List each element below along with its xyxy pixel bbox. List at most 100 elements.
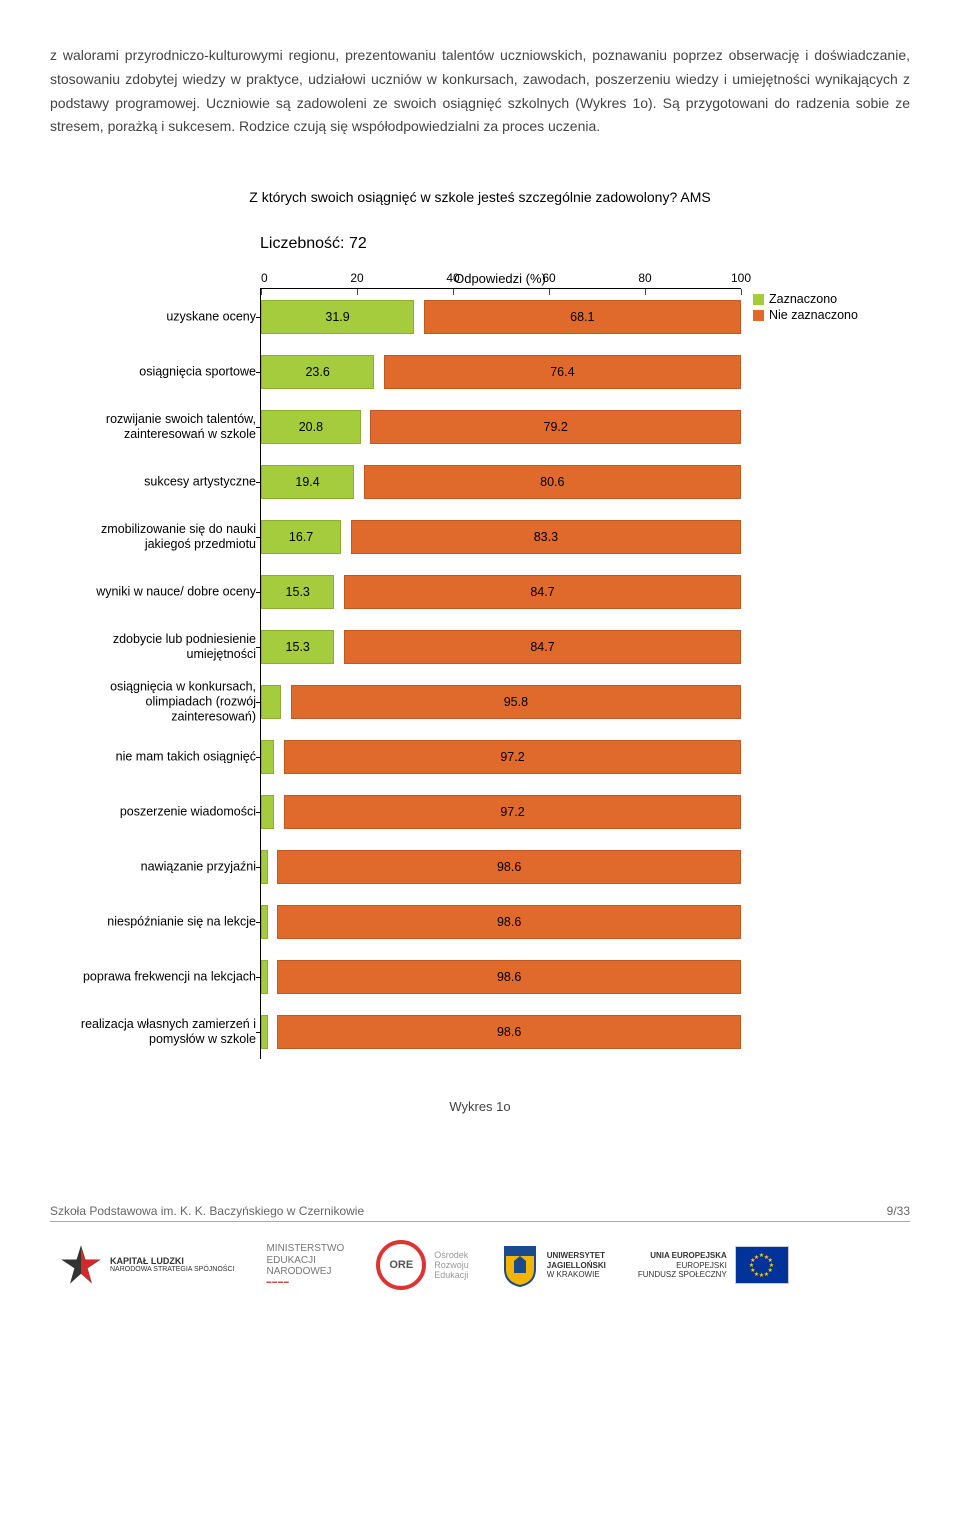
- chart-title: Z których swoich osiągnięć w szkole jest…: [70, 189, 890, 205]
- swatch-no: [753, 310, 764, 321]
- bar-no: 95.8: [291, 685, 741, 719]
- chart-row: osiągnięcia w konkursach, olimpiadach (r…: [261, 674, 741, 729]
- chart-count: Liczebność: 72: [260, 235, 890, 253]
- bar-no: 80.6: [364, 465, 741, 499]
- chart-row: niespóźnianie się na lekcje98.6: [261, 894, 741, 949]
- bar-value-no: 98.6: [497, 915, 521, 929]
- bar-value-no: 68.1: [570, 310, 594, 324]
- logo-kapital-ludzki: KAPITAŁ LUDZKI NARODOWA STRATEGIA SPÓJNO…: [60, 1244, 234, 1286]
- logo-uj: UNIWERSYTET JAGIELLOŃSKI W KRAKOWIE: [501, 1243, 606, 1287]
- bar-no: 97.2: [284, 795, 741, 829]
- men-line2: EDUKACJI: [266, 1255, 344, 1267]
- figure-caption: Wykres 1o: [70, 1099, 890, 1114]
- bar-value-no: 95.8: [504, 695, 528, 709]
- legend-label-yes: Zaznaczono: [769, 292, 837, 306]
- chart-row: zmobilizowanie się do nauki jakiegoś prz…: [261, 509, 741, 564]
- chart-row: wyniki w nauce/ dobre oceny15.384.7: [261, 564, 741, 619]
- footer-right: 9/33: [887, 1204, 910, 1218]
- x-tick-label: 40: [446, 271, 459, 285]
- bar-value-no: 84.7: [530, 640, 554, 654]
- category-label: zdobycie lub podniesienie umiejętności: [71, 632, 261, 662]
- category-label: osiągnięcia w konkursach, olimpiadach (r…: [71, 679, 261, 724]
- bar-value-no: 97.2: [500, 750, 524, 764]
- logo-men: MINISTERSTWO EDUKACJI NARODOWEJ ━━━━: [266, 1243, 344, 1287]
- bar-group: 23.6 76.4: [261, 355, 741, 389]
- bar-group: 15.3 84.7: [261, 630, 741, 664]
- bar-yes: 15.3: [261, 630, 334, 664]
- bar-group: 15.3 84.7: [261, 575, 741, 609]
- eu-line2: EUROPEJSKI: [638, 1261, 727, 1270]
- x-tick-label: 60: [542, 271, 555, 285]
- bar-group: 98.6: [261, 850, 741, 884]
- bar-no: 84.7: [344, 630, 741, 664]
- eu-line3: FUNDUSZ SPOŁECZNY: [638, 1270, 727, 1279]
- ore-line1: Ośrodek: [434, 1250, 469, 1260]
- bar-yes: 20.8: [261, 410, 361, 444]
- body-paragraph: z walorami przyrodniczo-kulturowymi regi…: [50, 44, 910, 139]
- bar-yes: 15.3: [261, 575, 334, 609]
- bar-yes: 31.9: [261, 300, 414, 334]
- bar-yes: [261, 1015, 268, 1049]
- bar-value-yes: 15.3: [286, 585, 310, 599]
- category-label: nie mam takich osiągnięć: [71, 749, 261, 764]
- swatch-yes: [753, 294, 764, 305]
- chart-row: nie mam takich osiągnięć97.2: [261, 729, 741, 784]
- bar-value-yes: 19.4: [295, 475, 319, 489]
- uj-shield-icon: [501, 1243, 539, 1287]
- chart-row: realizacja własnych zamierzeń i pomysłów…: [261, 1004, 741, 1059]
- chart-row: uzyskane oceny31.968.1: [261, 289, 741, 344]
- bar-value-no: 79.2: [544, 420, 568, 434]
- category-label: rozwijanie swoich talentów, zainteresowa…: [71, 412, 261, 442]
- bar-yes: [261, 850, 268, 884]
- bar-value-yes: 23.6: [305, 365, 329, 379]
- ore-line2: Rozwoju: [434, 1260, 469, 1270]
- legend-item-yes: Zaznaczono: [753, 292, 858, 306]
- bar-group: 16.783.3: [261, 520, 741, 554]
- men-line1: MINISTERSTWO: [266, 1243, 344, 1255]
- uj-line3: W KRAKOWIE: [547, 1270, 606, 1279]
- kl-line2: NARODOWA STRATEGIA SPÓJNOŚCI: [110, 1266, 234, 1274]
- bar-no: 97.2: [284, 740, 741, 774]
- bar-no: 84.7: [344, 575, 741, 609]
- plot-area: 020406080100 uzyskane oceny31.968.1osiąg…: [260, 288, 741, 1059]
- bar-group: 98.6: [261, 960, 741, 994]
- bar-group: 98.6: [261, 905, 741, 939]
- legend-item-no: Nie zaznaczono: [753, 308, 858, 322]
- x-tick-label: 100: [731, 271, 751, 285]
- bar-no: 98.6: [277, 850, 741, 884]
- bar-yes: 19.4: [261, 465, 354, 499]
- bar-group: 97.2: [261, 795, 741, 829]
- bar-no: 98.6: [277, 1015, 741, 1049]
- bar-yes: [261, 795, 274, 829]
- bar-yes: [261, 685, 281, 719]
- bar-value-no: 98.6: [497, 970, 521, 984]
- bar-value-no: 84.7: [530, 585, 554, 599]
- bar-value-yes: 15.3: [286, 640, 310, 654]
- uj-line2: JAGIELLOŃSKI: [547, 1261, 606, 1270]
- category-label: nawiązanie przyjaźni: [71, 859, 261, 874]
- bar-group: 95.8: [261, 685, 741, 719]
- bar-value-yes: 20.8: [299, 420, 323, 434]
- ore-ring-icon: ORE: [376, 1240, 426, 1290]
- logo-ore: ORE Ośrodek Rozwoju Edukacji: [376, 1240, 469, 1290]
- bar-yes: 16.7: [261, 520, 341, 554]
- kl-star-icon: [60, 1244, 102, 1286]
- legend: Zaznaczono Nie zaznaczono: [753, 288, 858, 1059]
- category-label: zmobilizowanie się do nauki jakiegoś prz…: [71, 522, 261, 552]
- logo-eu: UNIA EUROPEJSKA EUROPEJSKI FUNDUSZ SPOŁE…: [638, 1246, 789, 1284]
- x-tick-mark: [741, 289, 742, 295]
- men-underline: ━━━━: [266, 1278, 344, 1287]
- bar-value-no: 98.6: [497, 1025, 521, 1039]
- uj-line1: UNIWERSYTET: [547, 1251, 606, 1260]
- category-label: poszerzenie wiadomości: [71, 804, 261, 819]
- bar-value-no: 98.6: [497, 860, 521, 874]
- x-tick-label: 0: [261, 271, 268, 285]
- eu-flag-icon: ★★★★★★★★★★★★: [735, 1246, 789, 1284]
- bar-yes: 23.6: [261, 355, 374, 389]
- ore-line3: Edukacji: [434, 1270, 469, 1280]
- bar-no: 76.4: [384, 355, 741, 389]
- x-tick-label: 80: [638, 271, 651, 285]
- category-label: sukcesy artystyczne: [71, 474, 261, 489]
- bar-group: 97.2: [261, 740, 741, 774]
- bar-group: 19.4 80.6: [261, 465, 741, 499]
